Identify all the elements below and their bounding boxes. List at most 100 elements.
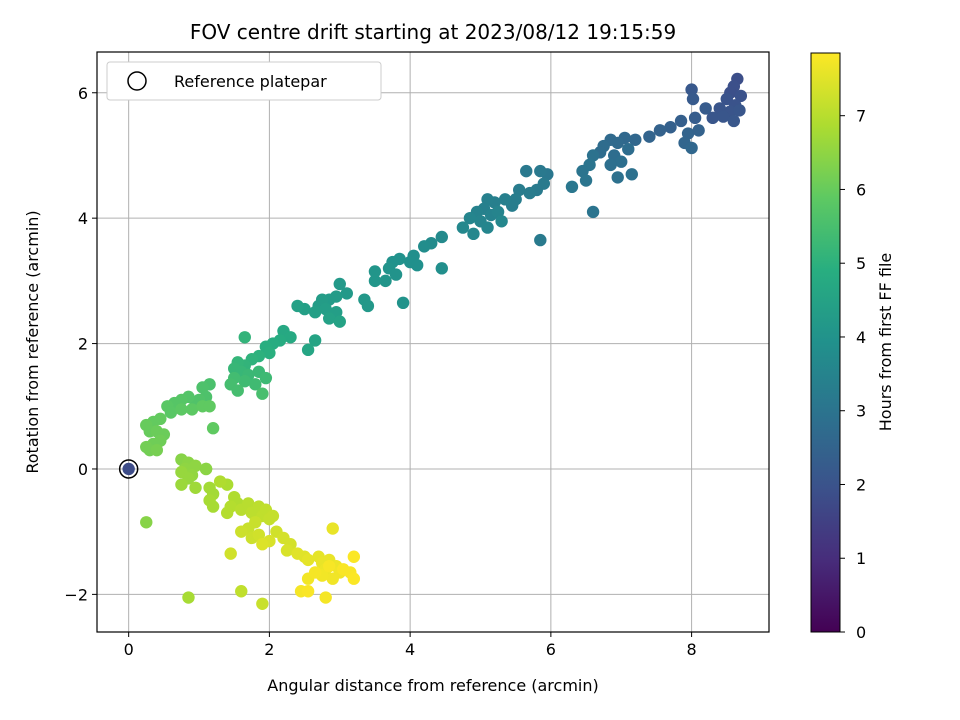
y-tick-label: 6 — [78, 84, 88, 103]
y-axis-label: Rotation from reference (arcmin) — [23, 210, 42, 473]
data-point — [565, 180, 579, 194]
data-point — [263, 346, 276, 360]
data-point — [576, 164, 589, 178]
data-point — [688, 111, 702, 125]
data-point — [185, 403, 199, 416]
data-point — [456, 221, 470, 234]
x-tick-label: 6 — [546, 640, 556, 659]
data-point — [463, 211, 477, 225]
data-point — [615, 155, 628, 168]
data-point — [347, 550, 361, 563]
data-point — [280, 544, 294, 557]
data-point — [379, 274, 392, 288]
colorbar-label: Hours from first FF file — [876, 253, 895, 432]
data-point — [396, 296, 410, 310]
data-point — [319, 302, 332, 316]
data-point — [308, 306, 322, 319]
legend-marker-reference-platepar — [127, 71, 147, 91]
data-point — [512, 183, 526, 197]
data-point — [685, 83, 698, 96]
data-point — [520, 164, 533, 178]
colorbar-ticks: 0 1 2 3 4 5 6 7 — [840, 107, 866, 642]
data-point — [238, 374, 251, 388]
data-point — [481, 193, 494, 206]
data-point — [199, 462, 213, 476]
data-point — [242, 497, 255, 510]
colorbar-tick-label: 3 — [856, 402, 866, 421]
x-axis-label: Angular distance from reference (arcmin) — [267, 676, 598, 695]
data-point — [150, 443, 164, 457]
data-point — [720, 92, 733, 106]
data-point — [418, 240, 431, 253]
legend-label: Reference platepar — [174, 72, 327, 91]
data-point — [284, 331, 297, 344]
data-point — [467, 227, 480, 241]
data-point — [206, 500, 220, 513]
data-point — [164, 406, 178, 419]
data-point — [733, 104, 746, 117]
data-point — [579, 174, 593, 187]
data-point — [203, 400, 216, 413]
x-tick-label: 4 — [405, 640, 415, 659]
data-point — [534, 233, 547, 247]
data-point — [498, 193, 512, 206]
x-tick-label: 0 — [124, 640, 134, 659]
data-point — [333, 277, 346, 291]
data-point — [389, 268, 403, 281]
data-point — [308, 566, 322, 579]
data-point — [410, 258, 424, 272]
gridlines — [97, 52, 769, 632]
x-tick-label: 8 — [687, 640, 697, 659]
data-point — [481, 221, 494, 234]
data-point — [622, 142, 635, 156]
data-point — [235, 525, 248, 538]
data-point — [368, 265, 382, 278]
data-point — [491, 205, 505, 219]
data-point — [235, 585, 248, 598]
data-point — [586, 205, 600, 219]
data-point — [347, 572, 361, 585]
data-point — [368, 274, 382, 288]
data-point — [323, 312, 336, 325]
data-point — [175, 478, 188, 491]
data-point — [674, 114, 688, 128]
data-point — [175, 403, 188, 416]
data-point — [319, 591, 332, 604]
x-axis-ticks: 0 2 4 6 8 — [124, 632, 697, 659]
data-point — [189, 459, 202, 473]
y-tick-label: 2 — [78, 335, 88, 354]
data-point — [182, 591, 195, 604]
data-point — [333, 315, 346, 328]
data-point — [699, 102, 712, 115]
y-tick-label: −2 — [64, 585, 88, 604]
colorbar — [810, 52, 841, 633]
data-point — [220, 506, 234, 520]
data-point — [495, 215, 508, 228]
data-point — [717, 110, 730, 123]
chart-title: FOV centre drift starting at 2023/08/12 … — [190, 20, 676, 44]
data-point — [206, 422, 220, 435]
data-point — [734, 89, 748, 103]
data-point — [256, 387, 269, 400]
data-point — [249, 378, 262, 391]
data-point — [326, 522, 339, 535]
data-point — [681, 127, 695, 140]
data-point — [231, 384, 244, 397]
data-point — [189, 481, 202, 494]
data-point — [692, 124, 705, 137]
data-point — [523, 186, 536, 200]
data-point — [238, 331, 251, 344]
data-point — [196, 381, 209, 394]
data-point — [256, 597, 269, 610]
data-point — [685, 141, 698, 155]
x-tick-label: 2 — [264, 640, 274, 659]
colorbar-tick-label: 2 — [856, 475, 866, 494]
y-axis-ticks: −2 0 2 4 6 — [64, 84, 97, 604]
data-point — [629, 133, 642, 146]
data-point — [604, 158, 617, 172]
data-point — [435, 230, 448, 244]
data-points — [118, 72, 748, 610]
data-point — [323, 559, 336, 573]
data-point — [706, 111, 719, 125]
data-point — [337, 563, 350, 576]
